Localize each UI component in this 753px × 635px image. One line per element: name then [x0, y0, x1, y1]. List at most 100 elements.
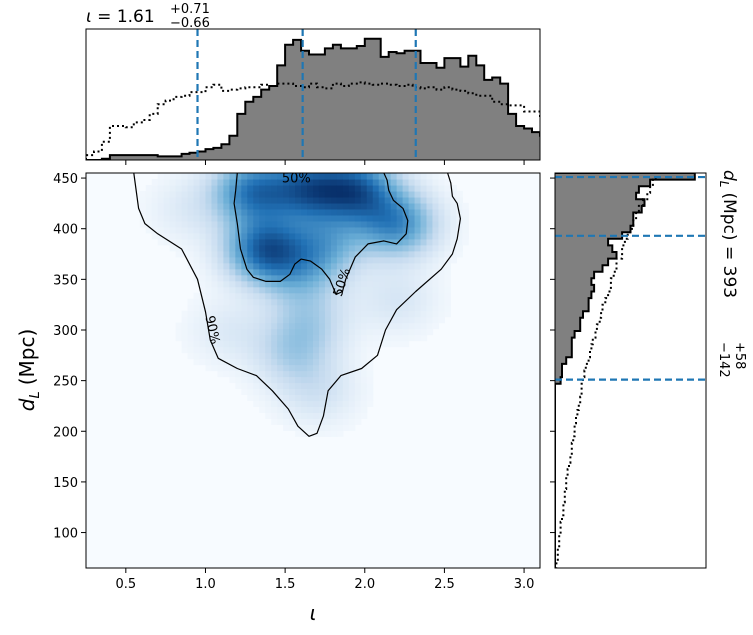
heatmap-cell	[360, 358, 368, 366]
heatmap-cell	[235, 340, 242, 348]
heatmap-cell	[187, 173, 195, 180]
heatmap-cell	[450, 202, 457, 210]
heatmap-cell	[307, 232, 314, 240]
heatmap-cell	[253, 208, 260, 216]
heatmap-cell	[336, 376, 344, 384]
heatmap-cell	[229, 232, 236, 240]
heatmap-cell	[330, 316, 338, 324]
heatmap-cell	[175, 226, 183, 234]
heatmap-cell	[187, 346, 195, 354]
heatmap-cell	[444, 196, 451, 204]
heatmap-cell	[187, 244, 195, 252]
heatmap-cell	[295, 328, 302, 336]
heatmap-cell	[295, 370, 302, 378]
heatmap-cell	[295, 424, 302, 431]
heatmap-cell	[241, 328, 248, 336]
heatmap-cell	[259, 286, 266, 294]
heatmap-cell	[295, 430, 302, 437]
heatmap-cell	[336, 394, 344, 402]
heatmap-cell	[318, 190, 326, 198]
heatmap-cell	[324, 226, 332, 234]
heatmap-cell	[289, 262, 296, 270]
heatmap-cell	[277, 364, 284, 372]
heatmap-cell	[301, 376, 308, 384]
heatmap-cell	[163, 214, 171, 222]
heatmap-cell	[450, 184, 457, 192]
heatmap-cell	[205, 256, 213, 264]
heatmap-cell	[330, 310, 338, 318]
heatmap-cell	[259, 184, 266, 192]
heatmap-cell	[318, 298, 326, 306]
heatmap-cell	[163, 208, 171, 216]
heatmap-cell	[372, 322, 380, 330]
heatmap-cell	[378, 280, 386, 288]
heatmap-cell	[211, 178, 219, 186]
heatmap-cell	[307, 358, 314, 366]
heatmap-cell	[318, 250, 326, 258]
heatmap-cell	[360, 328, 368, 336]
heatmap-cell	[354, 298, 362, 306]
heatmap-cell	[384, 226, 392, 234]
heatmap-cell	[450, 226, 457, 234]
heatmap-cell	[169, 226, 177, 234]
heatmap-cell	[181, 184, 189, 192]
heatmap-cell	[253, 286, 260, 294]
heatmap-cell	[432, 220, 440, 228]
heatmap-cell	[307, 184, 314, 192]
heatmap-cell	[241, 334, 248, 342]
heatmap-cell	[271, 184, 278, 192]
heatmap-cell	[271, 268, 278, 276]
heatmap-cell	[366, 304, 374, 312]
heatmap-cell	[348, 173, 356, 180]
heatmap-cell	[402, 310, 410, 318]
heatmap-cell	[265, 370, 272, 378]
heatmap-cell	[384, 262, 392, 270]
heatmap-cell	[187, 226, 195, 234]
heatmap-cell	[318, 292, 326, 300]
heatmap-cell	[193, 178, 201, 186]
heatmap-cell	[360, 316, 368, 324]
heatmap-cell	[372, 256, 380, 264]
heatmap-cell	[271, 226, 278, 234]
heatmap-cell	[402, 334, 410, 342]
heatmap-cell	[187, 304, 195, 312]
heatmap-cell	[205, 358, 213, 366]
heatmap-cell	[432, 238, 440, 246]
heatmap-cell	[247, 322, 254, 330]
heatmap-cell	[307, 400, 314, 407]
heatmap-cell	[289, 208, 296, 216]
heatmap-cell	[175, 178, 183, 186]
heatmap-cell	[408, 256, 416, 264]
heatmap-cell	[265, 202, 272, 210]
heatmap-cell	[229, 274, 236, 282]
heatmap-cell	[313, 310, 320, 318]
heatmap-cell	[253, 364, 260, 372]
heatmap-cell	[318, 358, 326, 366]
heatmap-cell	[217, 190, 224, 198]
heatmap-cell	[229, 173, 236, 180]
heatmap-cell	[205, 304, 213, 312]
heatmap-cell	[211, 316, 219, 324]
heatmap-cell	[283, 256, 290, 264]
heatmap-cell	[360, 226, 368, 234]
heatmap-cell	[187, 328, 195, 336]
heatmap-cell	[241, 358, 248, 366]
heatmap-cell	[313, 364, 320, 372]
heatmap-cell	[396, 262, 404, 270]
heatmap-cell	[181, 316, 189, 324]
heatmap-cell	[235, 202, 242, 210]
heatmap-cell	[301, 244, 308, 252]
heatmap-cell	[271, 262, 278, 270]
heatmap-cell	[295, 412, 302, 419]
heatmap-cell	[318, 340, 326, 348]
heatmap-cell	[295, 244, 302, 252]
heatmap-cell	[151, 184, 159, 192]
heatmap-cell	[432, 202, 440, 210]
heatmap-cell	[193, 173, 201, 180]
heatmap-cell	[426, 268, 434, 276]
heatmap-cell	[283, 400, 290, 407]
heatmap-cell	[205, 286, 213, 294]
right-y-ticks	[550, 177, 555, 534]
heatmap-cell	[229, 202, 236, 210]
heatmap-cell	[378, 178, 386, 186]
